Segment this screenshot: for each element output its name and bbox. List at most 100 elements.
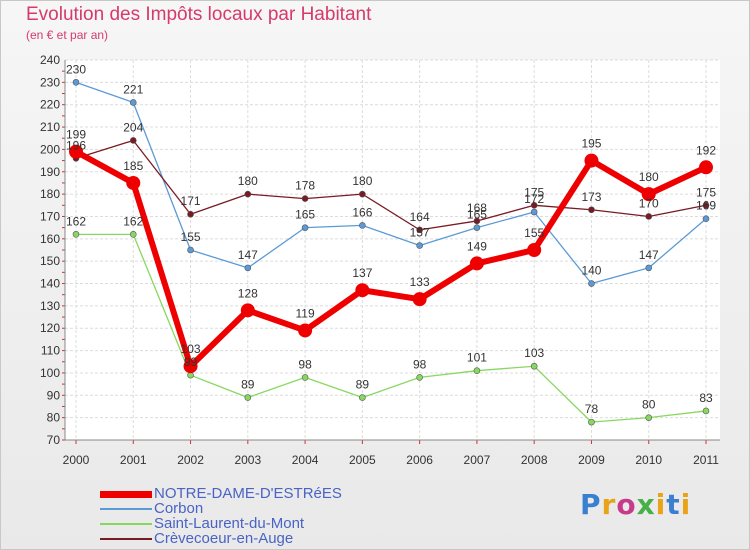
data-point xyxy=(359,222,366,229)
data-point xyxy=(126,175,141,190)
data-label: 180 xyxy=(639,170,659,184)
data-label: 98 xyxy=(298,357,312,371)
data-label: 196 xyxy=(66,138,86,152)
y-tick-label: 80 xyxy=(47,411,61,425)
series-line xyxy=(75,81,707,285)
data-point xyxy=(588,418,595,426)
legend-label: Crèvecoeur-en-Auge xyxy=(154,530,294,547)
data-point xyxy=(641,187,656,202)
data-label: 204 xyxy=(123,120,143,134)
data-label: 172 xyxy=(524,192,544,206)
legend-label: Saint-Laurent-du-Mont xyxy=(154,515,305,532)
data-point xyxy=(244,264,252,272)
data-point xyxy=(588,206,595,214)
data-point xyxy=(72,231,80,238)
data-label: 185 xyxy=(123,159,143,173)
data-label: 155 xyxy=(524,226,544,240)
x-tick-label: 2011 xyxy=(693,453,719,467)
legend-swatch xyxy=(100,538,152,540)
data-point xyxy=(473,217,481,225)
data-point xyxy=(416,374,423,381)
data-point xyxy=(702,201,710,209)
data-point xyxy=(469,256,484,271)
data-label: 128 xyxy=(238,286,258,300)
data-point xyxy=(473,367,481,375)
data-point xyxy=(699,160,713,175)
y-tick-label: 120 xyxy=(40,321,60,335)
x-tick-label: 2004 xyxy=(292,453,319,467)
data-point xyxy=(129,99,137,106)
data-label: 157 xyxy=(410,226,430,240)
data-point xyxy=(530,201,538,209)
data-label: 147 xyxy=(238,248,258,262)
data-label: 175 xyxy=(524,185,544,199)
x-tick-label: 2001 xyxy=(120,453,147,467)
x-tick-label: 2002 xyxy=(177,453,204,467)
data-point xyxy=(72,79,80,86)
x-tick-label: 2010 xyxy=(635,453,662,467)
data-point xyxy=(129,231,137,238)
data-label: 103 xyxy=(524,346,544,360)
data-label: 230 xyxy=(66,62,86,76)
legend-swatch xyxy=(100,491,152,498)
y-tick-label: 190 xyxy=(40,165,60,179)
data-label: 178 xyxy=(295,179,315,193)
x-tick-label: 2003 xyxy=(234,453,261,467)
data-label: 103 xyxy=(181,342,201,356)
y-tick-label: 130 xyxy=(40,299,60,313)
brand-letter: i xyxy=(655,488,667,521)
data-point xyxy=(527,243,542,257)
data-point xyxy=(359,394,366,401)
data-label: 170 xyxy=(639,196,659,210)
data-label: 199 xyxy=(66,128,86,142)
chart-subtitle: (en € et par an) xyxy=(26,28,109,42)
series-line xyxy=(75,233,707,423)
data-point xyxy=(530,362,538,370)
y-tick-label: 180 xyxy=(40,187,60,201)
data-label: 173 xyxy=(581,190,601,204)
brand-logo: Proxiti xyxy=(580,488,691,521)
brand-letter: o xyxy=(616,488,637,521)
data-point xyxy=(301,374,309,381)
data-label: 147 xyxy=(639,248,659,262)
legend-item: NOTRE-DAME-D'ESTRéES xyxy=(100,485,400,502)
data-point xyxy=(473,224,481,231)
chart-title: Evolution des Impôts locaux par Habitant xyxy=(26,4,372,25)
data-point xyxy=(702,407,710,415)
data-label: 165 xyxy=(295,208,315,222)
data-label: 162 xyxy=(123,214,143,228)
data-label: 192 xyxy=(696,143,716,157)
data-label: 98 xyxy=(413,357,427,371)
legend-swatch xyxy=(100,523,152,525)
data-label: 80 xyxy=(642,398,656,412)
series-line xyxy=(75,139,707,231)
legend-item: Corbon xyxy=(100,500,400,517)
x-tick-label: 2006 xyxy=(406,453,433,467)
data-label: 180 xyxy=(238,174,258,188)
data-point xyxy=(645,414,653,421)
brand-letter: x xyxy=(636,488,656,521)
data-label: 195 xyxy=(581,137,601,151)
data-label: 171 xyxy=(181,194,201,208)
data-label: 101 xyxy=(467,351,487,365)
data-label: 89 xyxy=(356,378,370,392)
data-label: 169 xyxy=(696,199,716,213)
y-tick-label: 140 xyxy=(40,277,60,291)
data-label: 168 xyxy=(467,201,487,215)
legend-item: Saint-Laurent-du-Mont xyxy=(100,515,400,532)
x-tick-label: 2007 xyxy=(464,453,491,467)
data-label: 175 xyxy=(696,185,716,199)
y-tick-label: 70 xyxy=(47,433,61,447)
y-tick-label: 110 xyxy=(41,344,60,358)
x-tick-label: 2008 xyxy=(521,453,548,467)
data-label: 133 xyxy=(410,275,430,289)
y-tick-label: 100 xyxy=(40,366,60,380)
data-point xyxy=(530,208,538,216)
data-point xyxy=(588,280,595,287)
data-point xyxy=(416,242,423,249)
data-label: 166 xyxy=(352,205,372,219)
y-tick-label: 160 xyxy=(40,232,60,246)
legend-label: Corbon xyxy=(154,500,204,517)
data-point xyxy=(240,303,255,318)
data-label: 149 xyxy=(467,239,487,253)
